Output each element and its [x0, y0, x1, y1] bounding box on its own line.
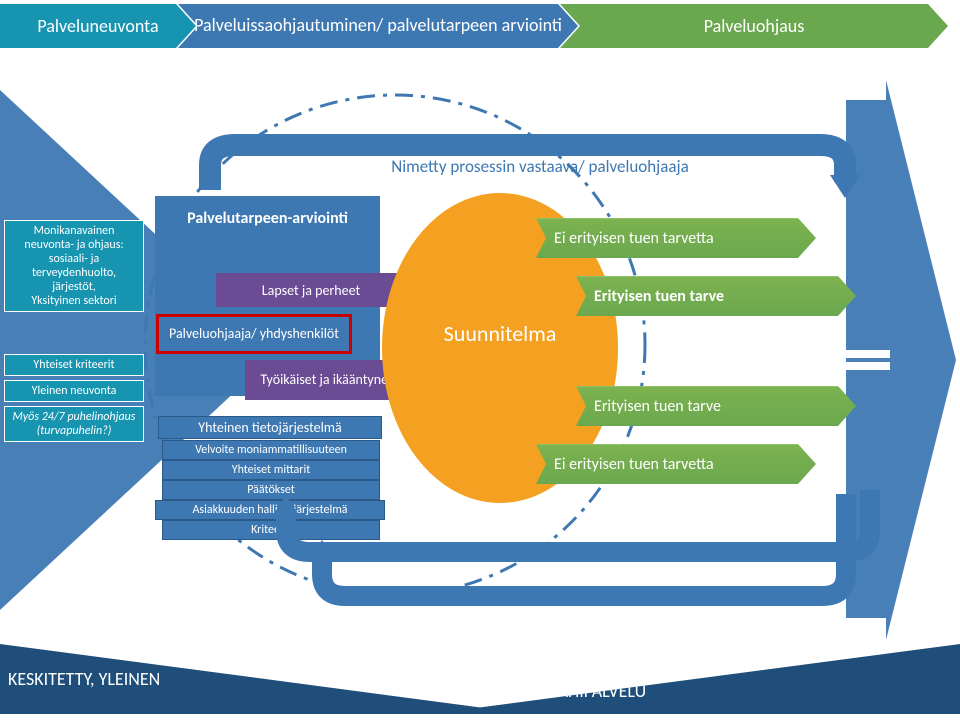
sidebar-puhelin: Myös 24/7 puhelinohjaus (turvapuhelin?)	[4, 406, 144, 442]
ga-label: Ei erityisen tuen tarvetta	[554, 229, 714, 248]
chevron-palveluneuvonta: Palveluneuvonta	[0, 4, 196, 48]
ga-2: Erityisen tuen tarve	[576, 276, 856, 316]
sidebar-text: Yleinen neuvonta	[32, 384, 117, 398]
sidebar-multichannel: Monikanavainen neuvonta- ja ohjaus: sosi…	[4, 220, 144, 312]
sidebar-kriteerit: Yhteiset kriteerit	[4, 354, 144, 376]
small-label: Yhteiset mittarit	[232, 463, 311, 477]
chevron-palveluohjaus: Palveluohjaus	[560, 4, 948, 48]
bottom-right-label: LÄHIPALVELU	[550, 680, 646, 702]
sidebar-yleinen: Yleinen neuvonta	[4, 380, 144, 402]
flow-label-text: Yhteistyökanava	[578, 605, 683, 624]
redbox-palveluohjaaja: Palveluohjaaja/ yhdyshenkilöt	[156, 314, 352, 354]
sidebar-text: Yhteiset kriteerit	[33, 358, 114, 372]
chevron-label: Palveluissaohjautuminen/ palvelutarpeen …	[194, 16, 562, 36]
ga-1: Ei erityisen tuen tarvetta	[536, 218, 816, 258]
ga-label: Ei erityisen tuen tarvetta	[554, 455, 714, 474]
ga-3: Erityisen tuen tarve	[576, 386, 856, 426]
small-label: Yhteinen tietojärjestelmä	[198, 419, 341, 436]
bottom-right-tri: LÄHIPALVELU	[430, 644, 960, 714]
arrow-label: Lapset ja perheet	[262, 282, 360, 299]
arrow-label: Työikäiset ja ikääntyneet	[260, 373, 399, 388]
panel-title: Palvelutarpeen-arviointi	[187, 210, 348, 228]
small-label: Velvoite moniammatillisuuteen	[195, 443, 347, 457]
chevron-palveluissaohjautuminen: Palveluissaohjautuminen/ palvelutarpeen …	[178, 4, 578, 48]
flow-label-text: Nimetty prosessin vastaava/ palveluohjaa…	[391, 156, 689, 177]
chevron-label: Palveluohjaus	[704, 15, 805, 37]
top-flow-label: Nimetty prosessin vastaava/ palveluohjaa…	[290, 156, 790, 177]
ga-4: Ei erityisen tuen tarvetta	[536, 444, 816, 484]
suunnitelma-label: Suunnitelma	[400, 320, 600, 347]
chevron-label: Palveluneuvonta	[37, 15, 158, 37]
bottom-left-tri: KESKITETTY, YLEINEN	[0, 644, 530, 714]
sidebar-text: Monikanavainen neuvonta- ja ohjaus: sosi…	[24, 224, 123, 308]
small-mittarit: Yhteiset mittarit	[162, 460, 380, 480]
ga-label: Erityisen tuen tarve	[594, 397, 721, 416]
sidebar-text: Myös 24/7 puhelinohjaus (turvapuhelin?)	[13, 410, 136, 438]
bottom-left-label: KESKITETTY, YLEINEN	[8, 670, 160, 689]
small-tietojarjestelma: Yhteinen tietojärjestelmä	[158, 416, 382, 439]
small-moniammatillisuus: Velvoite moniammatillisuuteen	[162, 440, 380, 460]
redbox-label: Palveluohjaaja/ yhdyshenkilöt	[169, 326, 339, 342]
ga-label: Erityisen tuen tarve	[594, 287, 724, 306]
bottom-flow-label-2: Yhteistyökanava	[430, 605, 830, 624]
ellipse-text: Suunnitelma	[444, 320, 557, 347]
